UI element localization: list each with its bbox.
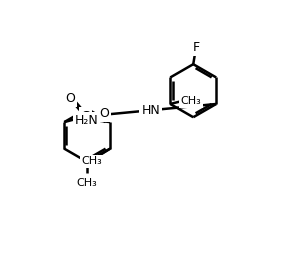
Text: H₂N: H₂N [75, 114, 98, 127]
Text: CH₃: CH₃ [181, 96, 202, 106]
Text: F: F [192, 41, 200, 54]
Text: CH₃: CH₃ [77, 178, 98, 188]
Text: O: O [100, 107, 110, 120]
Text: S: S [81, 109, 90, 123]
Text: CH₃: CH₃ [82, 156, 102, 166]
Text: O: O [65, 92, 75, 105]
Text: HN: HN [141, 104, 160, 117]
